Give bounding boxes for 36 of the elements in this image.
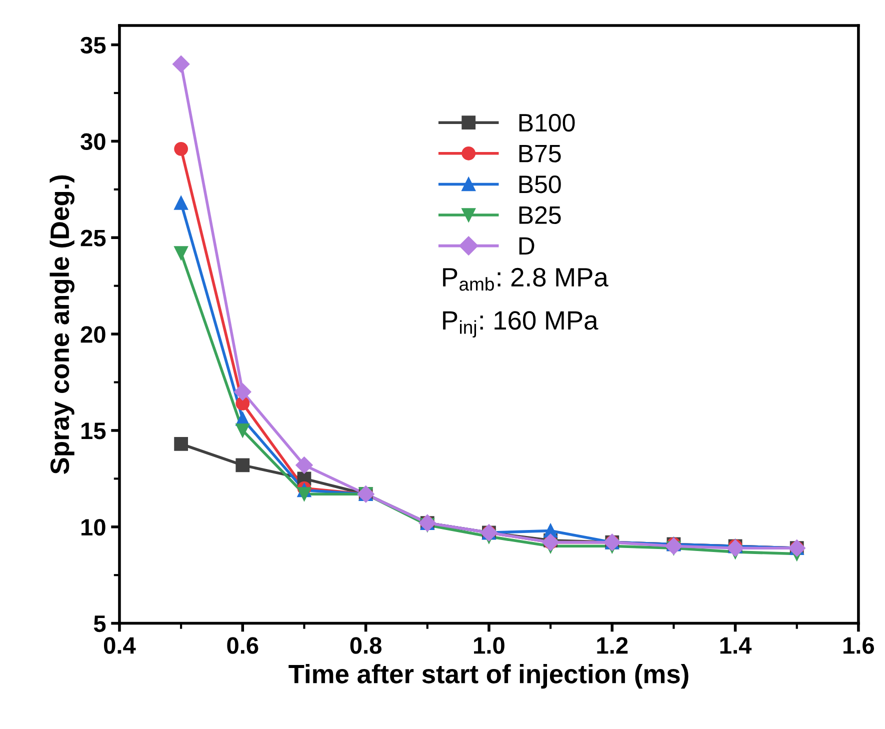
point: [234, 383, 252, 400]
legend-label: B50: [519, 175, 561, 194]
point: [665, 538, 682, 555]
x-axis-title: Time after start of injection (ms): [288, 664, 688, 689]
x-tick-label: 0.4: [104, 637, 136, 654]
y-axis-title: Spray cone angle (Deg.): [50, 175, 74, 474]
x-tick-label: 1.2: [597, 637, 628, 654]
x-tick-label: 0.6: [227, 637, 258, 654]
point: [236, 396, 250, 410]
x-tick-label: 1.6: [844, 637, 874, 654]
y-tick-label: 10: [82, 518, 106, 536]
y-tick-label: 15: [82, 422, 106, 440]
point: [172, 56, 190, 73]
legend-label: B25: [519, 206, 561, 224]
annotation: P$_{inj}$: 160 MPa: [443, 311, 598, 338]
legend-label: B75: [519, 144, 561, 162]
y-tick-label: 30: [80, 133, 106, 150]
point: [174, 196, 188, 210]
legend-label: B100: [519, 114, 575, 132]
point: [726, 540, 744, 557]
x-tick-label: 0.8: [350, 637, 382, 654]
y-tick-label: 20: [80, 326, 106, 343]
point: [296, 456, 313, 474]
annotation: P$_{amb}$: 2.8 MPa: [443, 268, 608, 291]
x-tick-label: 1.0: [474, 637, 504, 654]
point: [174, 246, 188, 260]
y-tick-label: 5: [94, 616, 106, 632]
point: [174, 437, 188, 451]
y-tick-label: 25: [80, 230, 106, 246]
x-tick-label: 1.4: [720, 637, 752, 654]
point: [174, 142, 188, 156]
point: [236, 458, 250, 472]
y-tick-label: 35: [80, 36, 106, 54]
point: [236, 424, 250, 438]
legend-label: D: [519, 237, 534, 255]
point: [297, 487, 312, 502]
